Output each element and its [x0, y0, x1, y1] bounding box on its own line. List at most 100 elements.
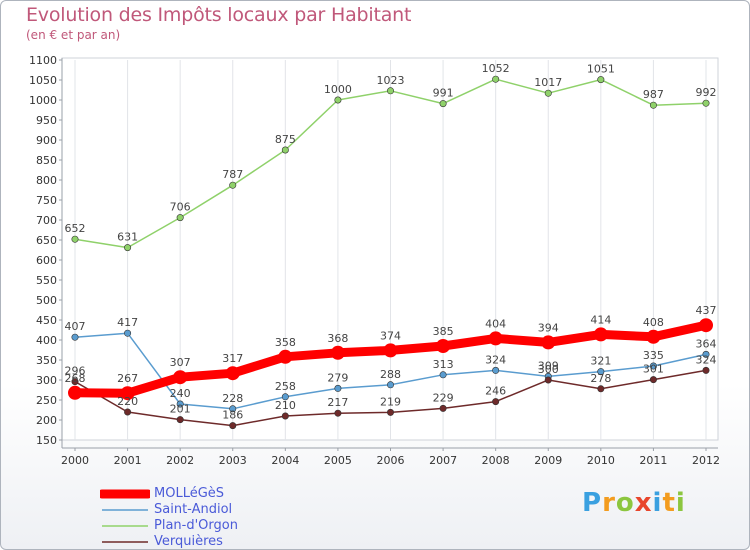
- data-label-plan-d-orgon: 652: [65, 222, 86, 235]
- data-label-molleges: 385: [433, 325, 454, 338]
- y-tick-label: 950: [36, 114, 57, 127]
- data-point-verquieres: [176, 416, 184, 424]
- data-point-verquieres: [597, 385, 605, 393]
- data-label-saint-andiol: 240: [170, 387, 191, 400]
- data-point-verquieres: [544, 376, 552, 384]
- data-label-molleges: 414: [590, 313, 611, 326]
- data-label-saint-andiol: 309: [538, 359, 559, 372]
- data-label-molleges: 268: [65, 372, 86, 385]
- y-tick-label: 550: [36, 274, 57, 287]
- data-point-plan-d-orgon: [439, 100, 447, 108]
- data-label-saint-andiol: 407: [65, 320, 86, 333]
- data-label-verquieres: 220: [117, 395, 138, 408]
- x-tick-label: 2001: [114, 454, 142, 467]
- y-tick-label: 650: [36, 234, 57, 247]
- y-tick-label: 750: [36, 194, 57, 207]
- y-tick-label: 1100: [29, 54, 57, 67]
- data-point-saint-andiol: [334, 384, 342, 392]
- data-label-verquieres: 229: [433, 391, 454, 404]
- data-point-plan-d-orgon: [597, 76, 605, 84]
- logo-letter: i: [675, 488, 686, 518]
- y-tick-label: 300: [36, 374, 57, 387]
- x-tick-label: 2010: [587, 454, 615, 467]
- data-label-plan-d-orgon: 992: [696, 86, 717, 99]
- data-point-molleges: [278, 349, 293, 364]
- data-label-plan-d-orgon: 1000: [324, 83, 352, 96]
- data-point-molleges: [541, 335, 556, 350]
- data-point-saint-andiol: [702, 350, 710, 358]
- data-label-plan-d-orgon: 987: [643, 88, 664, 101]
- y-tick-label: 400: [36, 334, 57, 347]
- data-label-molleges: 368: [327, 332, 348, 345]
- data-point-verquieres: [71, 378, 79, 386]
- legend-label-mollegès: MOLLéGèS: [154, 486, 225, 501]
- data-point-plan-d-orgon: [386, 87, 394, 95]
- data-label-plan-d-orgon: 631: [117, 231, 138, 244]
- data-label-saint-andiol: 364: [696, 337, 717, 350]
- logo-letter: t: [662, 488, 676, 518]
- data-point-molleges: [488, 331, 503, 346]
- data-point-plan-d-orgon: [544, 89, 552, 97]
- data-label-verquieres: 300: [538, 363, 559, 376]
- data-point-plan-d-orgon: [702, 99, 710, 107]
- data-label-plan-d-orgon: 1017: [534, 76, 562, 89]
- y-tick-label: 500: [36, 294, 57, 307]
- x-tick-label: 2007: [429, 454, 457, 467]
- data-point-molleges: [330, 345, 345, 360]
- data-label-verquieres: 210: [275, 399, 296, 412]
- data-label-plan-d-orgon: 875: [275, 133, 296, 146]
- data-point-plan-d-orgon: [71, 235, 79, 243]
- data-label-molleges: 394: [538, 321, 559, 334]
- data-label-layer: 652 631 706 787 875 1000 1023 991 1052 1017 1051 98…: [65, 62, 717, 421]
- data-label-saint-andiol: 335: [643, 349, 664, 362]
- data-point-verquieres: [702, 366, 710, 374]
- data-label-plan-d-orgon: 991: [433, 87, 454, 100]
- data-point-plan-d-orgon: [281, 146, 289, 154]
- data-label-saint-andiol: 228: [222, 392, 243, 405]
- logo-letter: r: [602, 488, 616, 518]
- data-label-saint-andiol: 324: [485, 353, 506, 366]
- data-label-plan-d-orgon: 1023: [377, 74, 405, 87]
- data-label-verquieres: 219: [380, 395, 401, 408]
- data-label-molleges: 307: [170, 356, 191, 369]
- data-point-verquieres: [649, 376, 657, 384]
- data-point-saint-andiol: [71, 333, 79, 341]
- data-point-plan-d-orgon: [649, 101, 657, 109]
- data-label-plan-d-orgon: 787: [222, 168, 243, 181]
- axis-layer: 150 200 250 300 350 400 450 500 550 600 650 700 750 8…: [29, 54, 720, 467]
- data-point-plan-d-orgon: [176, 214, 184, 222]
- chart-subtitle: (en € et par an): [26, 28, 121, 42]
- legend-swatch-plan-dorgon: [102, 525, 148, 527]
- data-point-saint-andiol: [492, 366, 500, 374]
- data-point-molleges: [225, 366, 240, 381]
- y-tick-label: 1000: [29, 94, 57, 107]
- x-tick-label: 2003: [219, 454, 247, 467]
- data-label-verquieres: 217: [327, 396, 348, 409]
- data-label-saint-andiol: 321: [590, 355, 611, 368]
- data-label-saint-andiol: 279: [327, 371, 348, 384]
- x-tick-label: 2004: [271, 454, 299, 467]
- data-point-verquieres: [281, 412, 289, 420]
- y-tick-label: 350: [36, 354, 57, 367]
- y-tick-label: 250: [36, 394, 57, 407]
- data-point-saint-andiol: [386, 381, 394, 389]
- data-label-plan-d-orgon: 1051: [587, 63, 615, 76]
- legend-label-verquieres: Verquières: [154, 534, 223, 549]
- data-point-saint-andiol: [281, 393, 289, 401]
- x-tick-label: 2012: [692, 454, 720, 467]
- y-tick-label: 850: [36, 154, 57, 167]
- data-label-molleges: 404: [485, 317, 506, 330]
- x-tick-label: 2011: [639, 454, 667, 467]
- y-tick-label: 150: [36, 434, 57, 447]
- data-point-saint-andiol: [124, 329, 132, 337]
- x-tick-label: 2006: [377, 454, 405, 467]
- data-point-molleges: [68, 385, 82, 400]
- data-label-molleges: 358: [275, 336, 296, 349]
- logo-letter: o: [615, 488, 635, 518]
- y-tick-label: 600: [36, 254, 57, 267]
- y-tick-label: 800: [36, 174, 57, 187]
- data-point-molleges: [173, 370, 188, 385]
- data-point-saint-andiol: [649, 362, 657, 370]
- x-tick-label: 2005: [324, 454, 352, 467]
